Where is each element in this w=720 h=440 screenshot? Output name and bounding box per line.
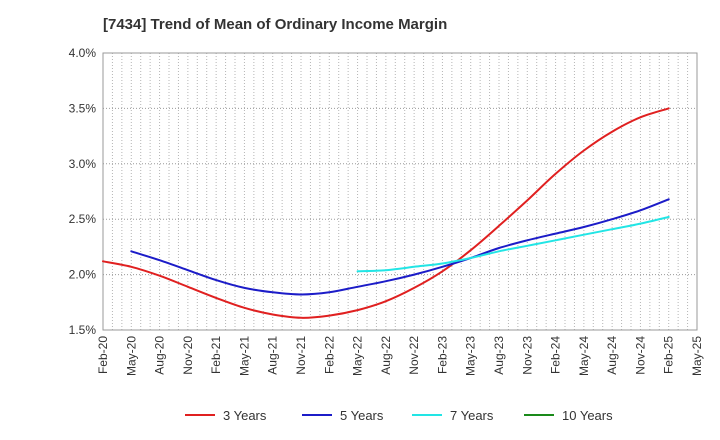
y-tick-label: 4.0% (69, 46, 97, 60)
series-line-5-years (130, 198, 670, 296)
legend-label-7-years: 7 Years (450, 408, 494, 423)
x-tick-label: May-24 (577, 336, 591, 376)
x-tick-label: May-21 (237, 336, 251, 376)
x-tick-label: Feb-25 (662, 336, 676, 374)
legend: 3 Years 5 Years 7 Years 10 Years (185, 408, 613, 423)
x-tick-label: Feb-24 (549, 336, 563, 374)
x-tick-label: Feb-20 (96, 336, 110, 374)
y-tick-label: 1.5% (69, 323, 97, 337)
x-tick-label: Feb-21 (209, 336, 223, 374)
y-tick-label: 2.5% (69, 212, 97, 226)
x-tick-label: May-22 (351, 336, 365, 376)
x-tick-label: Nov-20 (181, 336, 195, 375)
x-tick-label: Feb-22 (322, 336, 336, 374)
x-tick-label: Aug-23 (492, 336, 506, 375)
x-axis: Feb-20 May-20 Aug-20 Nov-20 Feb-21 May-21 Aug-… (96, 336, 704, 376)
x-tick-label: May-25 (690, 336, 704, 376)
x-tick-label: Nov-21 (294, 336, 308, 375)
chart-title: [7434] Trend of Mean of Ordinary Income … (103, 16, 448, 33)
x-tick-label: Aug-20 (153, 336, 167, 375)
x-tick-label: Nov-24 (633, 336, 647, 375)
x-tick-label: Nov-23 (520, 336, 534, 375)
x-tick-label: Feb-23 (435, 336, 449, 374)
x-tick-label: May-20 (124, 336, 138, 376)
x-tick-label: Aug-22 (379, 336, 393, 375)
y-tick-label: 2.0% (69, 268, 97, 282)
grid (103, 53, 697, 330)
legend-label-3-years: 3 Years (223, 408, 267, 423)
plot-area (102, 52, 698, 331)
series-lines (102, 107, 670, 319)
series-line-3-years (102, 107, 670, 319)
x-tick-label: Aug-21 (266, 336, 280, 375)
x-tick-label: May-23 (464, 336, 478, 376)
x-tick-label: Nov-22 (407, 336, 421, 375)
y-axis: 1.5% 2.0% 2.5% 3.0% 3.5% 4.0% (69, 46, 97, 337)
y-tick-label: 3.0% (69, 157, 97, 171)
x-tick-label: Aug-24 (605, 336, 619, 375)
y-tick-label: 3.5% (69, 101, 97, 115)
legend-label-5-years: 5 Years (340, 408, 384, 423)
legend-label-10-years: 10 Years (562, 408, 613, 423)
series-line-7-years (356, 216, 670, 273)
